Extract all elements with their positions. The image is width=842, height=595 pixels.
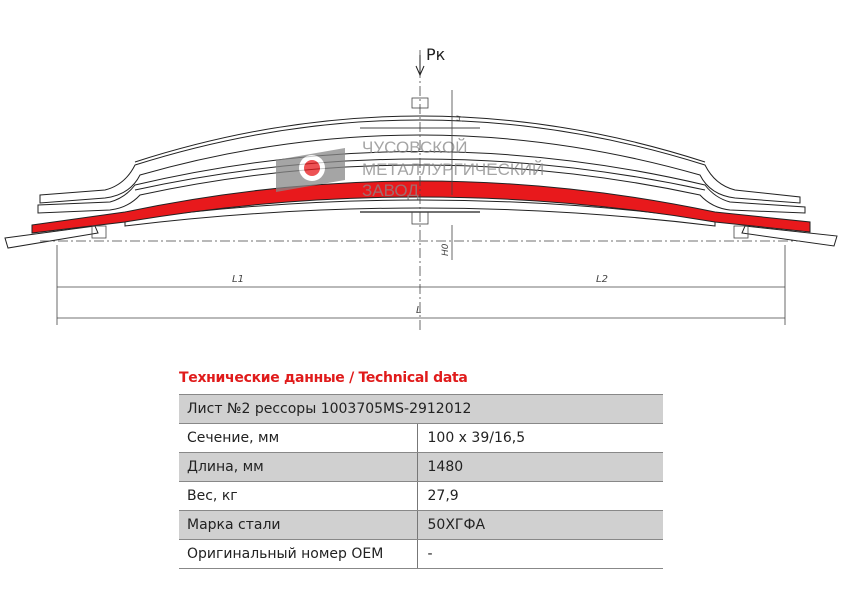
svg-text:ЗАВОД: ЗАВОД (362, 181, 419, 200)
leaf-3 (37, 151, 806, 214)
force-label: Pк (426, 45, 446, 64)
row-value: 100 x 39/16,5 (416, 423, 663, 453)
table-row: Марка стали 50ХГФА (179, 510, 663, 540)
dim-l: L (416, 305, 422, 316)
table-row: Сечение, мм 100 x 39/16,5 (179, 423, 663, 453)
row-value: - (416, 539, 663, 569)
dim-l2: L2 (596, 274, 608, 285)
row-label: Марка стали (179, 510, 417, 540)
dim-l1: L1 (232, 274, 244, 285)
row-label: Оригинальный номер OEM (179, 539, 417, 569)
leaf-7 (124, 199, 716, 227)
leaf-1 (39, 119, 801, 204)
table-header-row: Лист №2 рессоры 1003705MS-2912012 (179, 394, 663, 424)
eye-right (741, 225, 838, 247)
leaf-top-arc (134, 115, 706, 163)
svg-text:ЧУСОВСКОЙ: ЧУСОВСКОЙ (362, 138, 467, 157)
dim-h0: H0 (441, 243, 451, 256)
row-label: Вес, кг (179, 481, 417, 511)
row-value: 1480 (416, 452, 663, 482)
table-row: Длина, мм 1480 (179, 452, 663, 482)
row-label: Длина, мм (179, 452, 417, 482)
dim-h: H (456, 115, 466, 122)
svg-text:МЕТАЛЛУРГИЧЕСКИЙ: МЕТАЛЛУРГИЧЕСКИЙ (362, 160, 544, 179)
logo: ЧУСОВСКОЙ МЕТАЛЛУРГИЧЕСКИЙ ЗАВОД (276, 138, 544, 200)
force-arrow-icon (415, 55, 425, 77)
table-row: Оригинальный номер OEM - (179, 539, 663, 569)
leaf-spring-drawing: ЧУСОВСКОЙ МЕТАЛЛУРГИЧЕСКИЙ ЗАВОД Pк L1 L… (4, 45, 838, 330)
highlighted-leaf (31, 180, 811, 234)
row-value: 50ХГФА (416, 510, 663, 540)
table-header: Лист №2 рессоры 1003705MS-2912012 (179, 394, 663, 424)
section-title: Технические данные / Technical data (179, 370, 468, 386)
technical-data-table: Лист №2 рессоры 1003705MS-2912012 Сечени… (179, 394, 663, 569)
row-label: Сечение, мм (179, 423, 417, 453)
table-row: Вес, кг 27,9 (179, 481, 663, 511)
row-value: 27,9 (416, 481, 663, 511)
eye-left (4, 225, 99, 249)
